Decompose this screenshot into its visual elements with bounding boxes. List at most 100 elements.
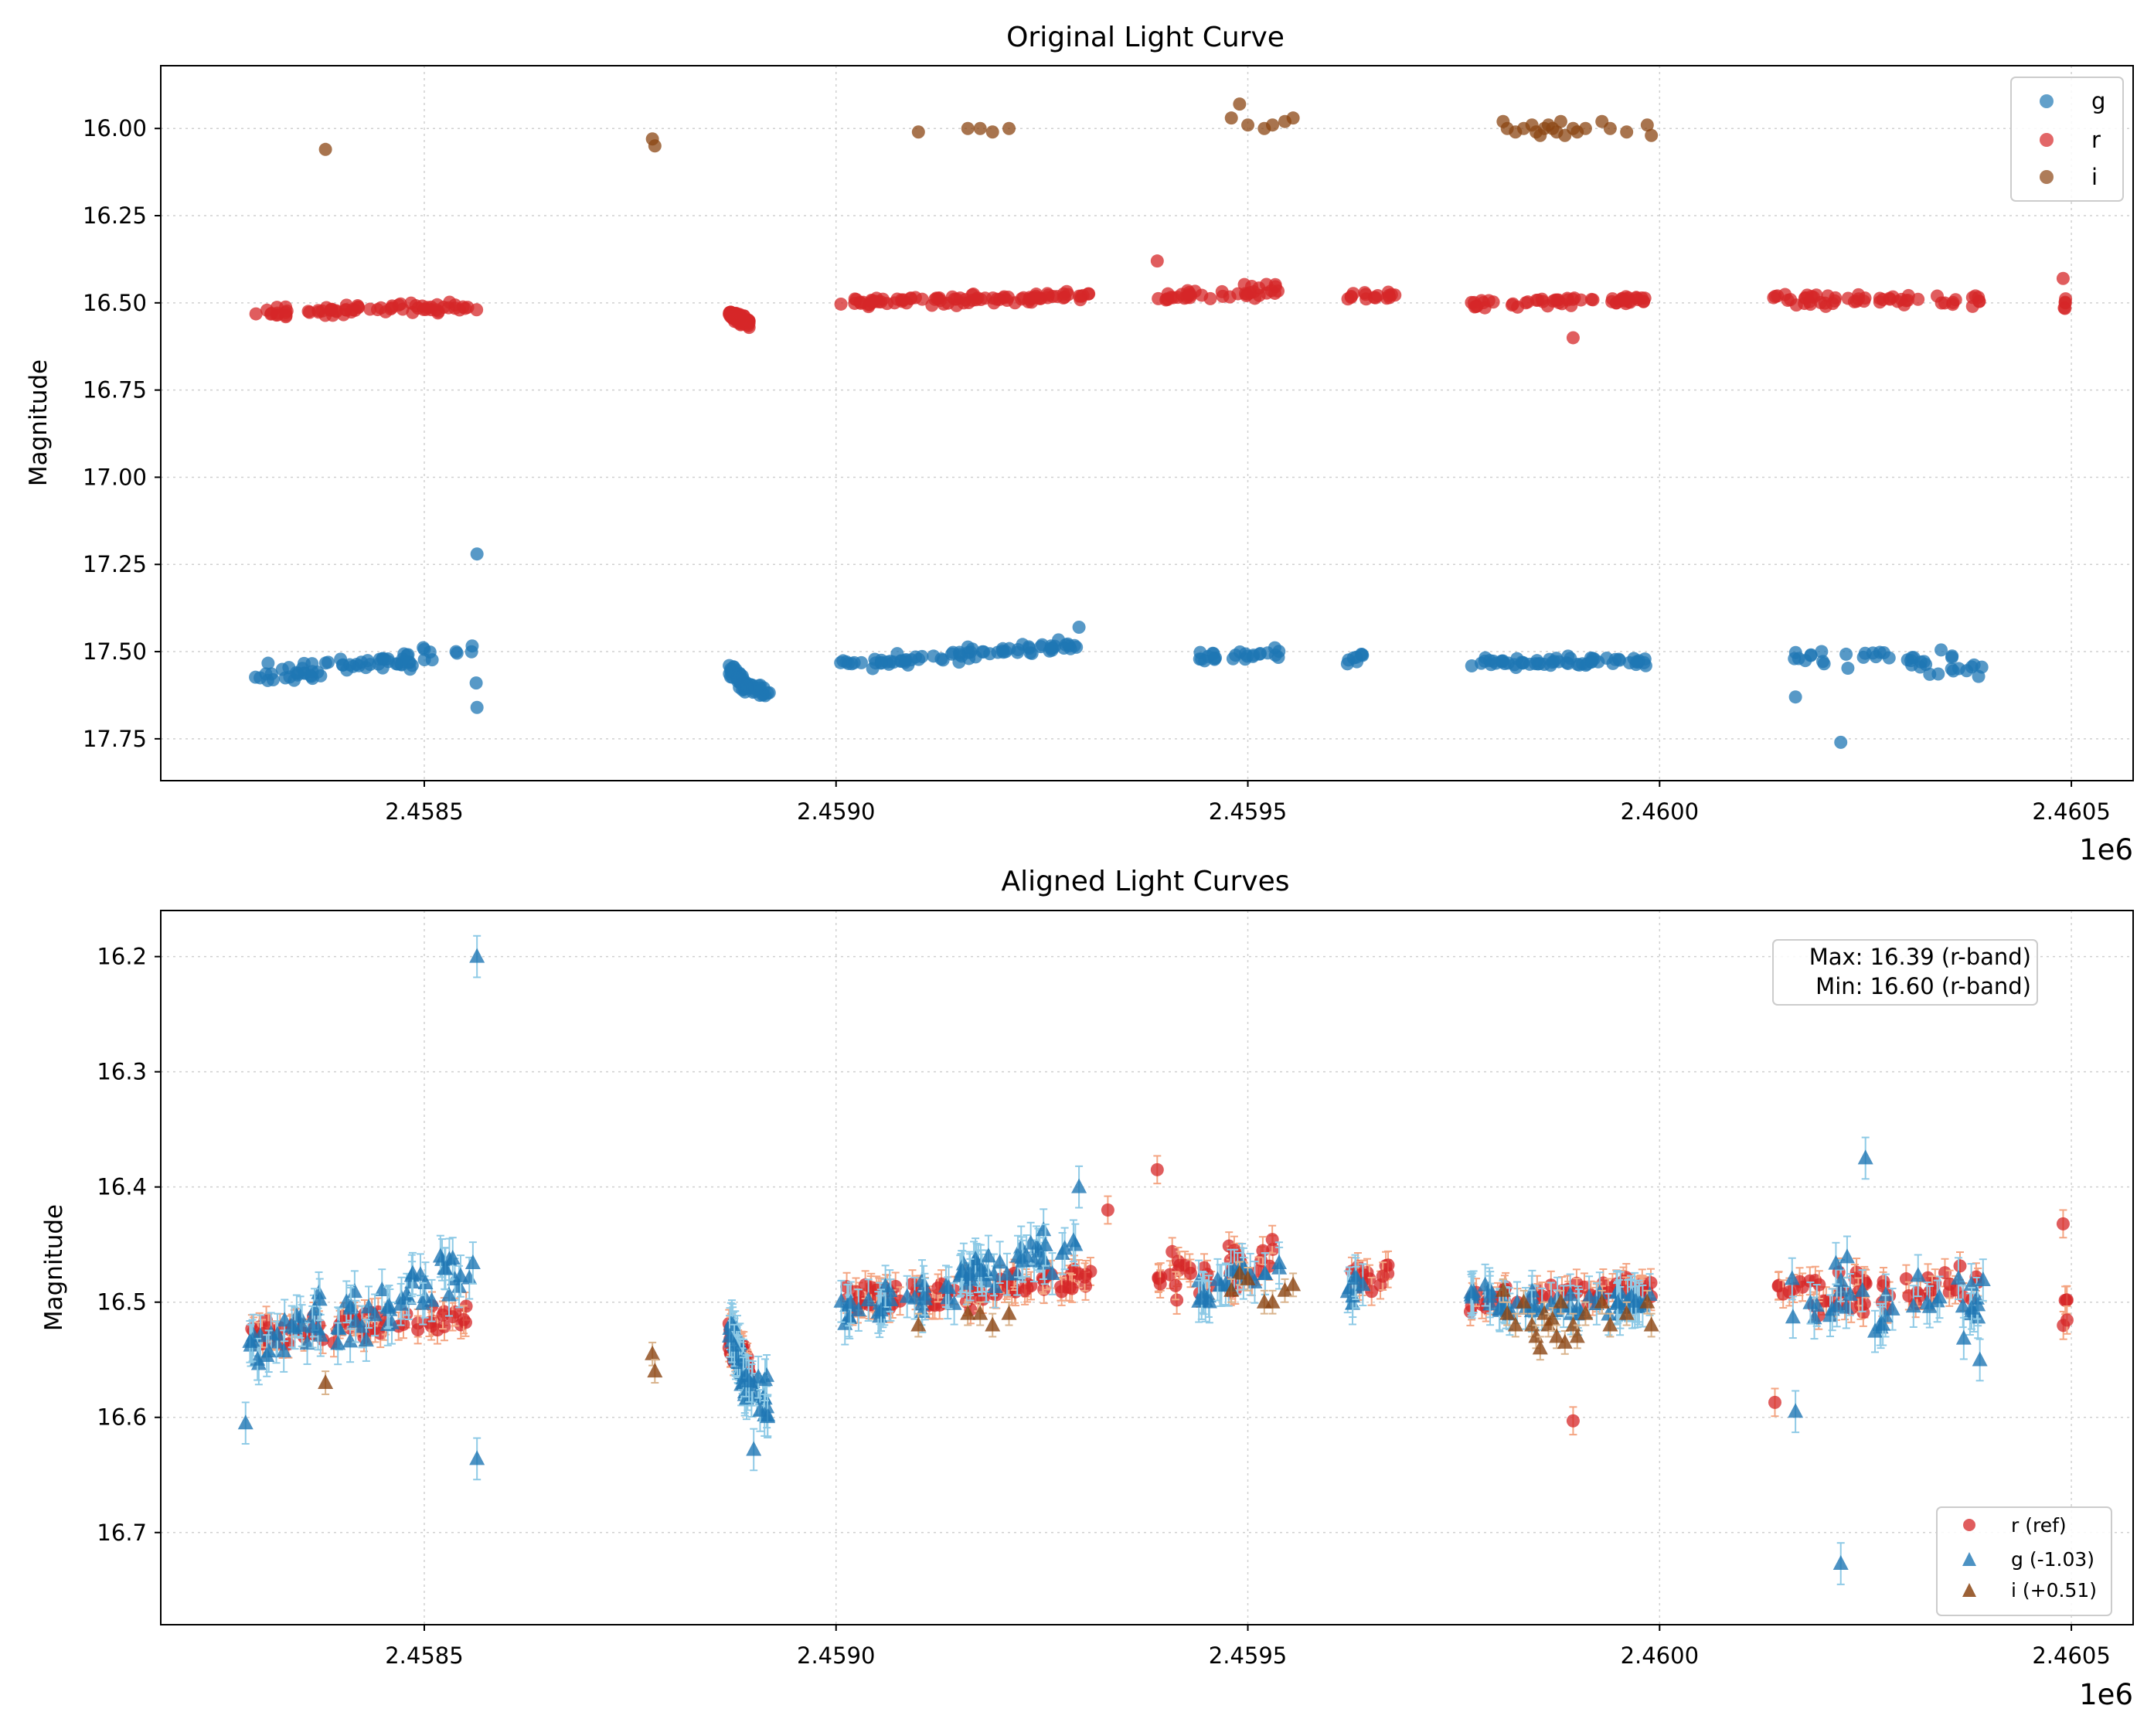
- data-point-g: [242, 1333, 258, 1348]
- data-point-g: [417, 641, 430, 655]
- data-point-i: [318, 142, 332, 156]
- data-point-i: [645, 1345, 661, 1360]
- x-tick-label: 2.4590: [797, 798, 875, 825]
- data-point-i: [1285, 1276, 1302, 1292]
- data-point-g: [1037, 1236, 1053, 1251]
- data-point-g: [450, 646, 464, 660]
- data-point-g: [402, 655, 416, 669]
- legend-box: [2010, 77, 2124, 202]
- data-point-g: [1788, 690, 1802, 704]
- data-point-i: [318, 1374, 334, 1390]
- data-point-g: [746, 686, 760, 700]
- x-tick-label: 2.4595: [1209, 1642, 1287, 1669]
- data-point-g: [318, 656, 332, 670]
- data-point-r: [834, 297, 848, 311]
- data-point-g: [1257, 1265, 1273, 1280]
- data-point-r: [457, 1312, 471, 1326]
- data-point-g: [1057, 1240, 1073, 1255]
- data-point-g: [1857, 1149, 1873, 1165]
- data-point-i: [1264, 1293, 1281, 1309]
- legend-box: [1936, 1506, 2112, 1616]
- x-tick-label: 2.4605: [2032, 798, 2110, 825]
- data-point-r: [431, 306, 445, 320]
- data-point-g: [1788, 1403, 1804, 1418]
- data-point-g: [1210, 1271, 1226, 1286]
- x-tick-label: 2.4585: [385, 1642, 463, 1669]
- data-point-i: [1532, 1339, 1548, 1355]
- data-point-i: [1549, 1328, 1565, 1343]
- grid: [161, 911, 2133, 1625]
- data-point-g: [464, 1254, 481, 1269]
- data-point-r: [2060, 1313, 2074, 1327]
- data-point-g: [1931, 1288, 1948, 1304]
- data-point-g: [379, 1299, 396, 1314]
- legend-marker-i: [1962, 1583, 1976, 1597]
- data-point-g: [1905, 1298, 1921, 1313]
- data-point-i: [1594, 1293, 1610, 1309]
- data-point-g: [1884, 1300, 1900, 1316]
- legend: r (ref) g (-1.03) i (+0.51): [1936, 1506, 2112, 1616]
- data-point-g: [1072, 620, 1086, 634]
- data-point-g: [1465, 659, 1479, 672]
- data-point-g: [1972, 1351, 1988, 1367]
- data-point-g: [1955, 1298, 1971, 1313]
- data-point-r: [1566, 1414, 1580, 1428]
- data-point-g: [358, 1332, 374, 1347]
- legend-label-g: g (-1.03): [2011, 1548, 2094, 1571]
- data-point-g: [276, 1343, 292, 1358]
- data-point-r: [2058, 301, 2072, 315]
- data-point-g: [432, 1248, 448, 1263]
- data-point-i: [1618, 1305, 1635, 1320]
- data-point-g: [1011, 642, 1025, 656]
- legend-label-i: i (+0.51): [2011, 1579, 2097, 1602]
- y-tick-label: 17.00: [83, 464, 147, 490]
- data-point-g: [850, 1302, 866, 1317]
- data-point-g: [330, 1335, 346, 1350]
- data-point-r: [1065, 1282, 1079, 1295]
- data-point-r: [1574, 293, 1588, 307]
- data-point-r: [411, 1322, 425, 1336]
- data-point-i: [1578, 121, 1592, 135]
- data-point-g: [288, 1307, 305, 1322]
- data-point-i: [972, 1305, 989, 1320]
- data-point-g: [1543, 659, 1557, 672]
- data-point-g: [1858, 646, 1872, 660]
- data-point-i: [1265, 118, 1279, 132]
- data-point-g: [1477, 1276, 1493, 1292]
- data-point-r: [1150, 1162, 1164, 1176]
- data-point-g: [1629, 655, 1643, 669]
- data-point-g: [1463, 1284, 1479, 1299]
- data-point-r: [1805, 290, 1819, 304]
- max-annotation: Max: 16.39 (r-band): [1809, 944, 2031, 970]
- data-point-g: [1348, 1270, 1364, 1285]
- data-point-g: [934, 652, 948, 666]
- data-point-g: [992, 1254, 1008, 1269]
- data-point-r: [1260, 277, 1274, 291]
- data-point-i: [910, 1316, 927, 1332]
- data-point-r: [437, 1319, 451, 1333]
- legend-marker-i: [2040, 170, 2054, 184]
- data-point-g: [1839, 1248, 1855, 1264]
- data-point-r: [1636, 294, 1650, 308]
- axis-ticks: 2.4585 2.4590 2.4595 2.4600 2.4605 16.00 16.25…: [83, 115, 2111, 825]
- data-point-r: [1018, 1284, 1032, 1298]
- data-point-r: [1000, 294, 1014, 308]
- data-point-r: [1376, 1269, 1390, 1283]
- data-point-g: [1784, 1270, 1800, 1285]
- legend-label-r: r: [2091, 127, 2101, 153]
- data-point-r: [945, 290, 959, 304]
- data-point-r: [393, 297, 407, 311]
- data-point-g: [444, 1250, 461, 1265]
- data-point-i: [1553, 114, 1567, 128]
- plot-frame: [160, 65, 2134, 781]
- data-point-g: [721, 1327, 737, 1343]
- data-point-g: [1913, 660, 1927, 674]
- data-point-i: [985, 125, 999, 139]
- data-point-r: [1029, 288, 1043, 301]
- data-point-g: [1023, 646, 1037, 660]
- data-point-r: [1077, 1270, 1091, 1284]
- legend-label-i: i: [2091, 164, 2098, 190]
- legend-label-g: g: [2091, 88, 2105, 114]
- data-point-g: [946, 645, 960, 659]
